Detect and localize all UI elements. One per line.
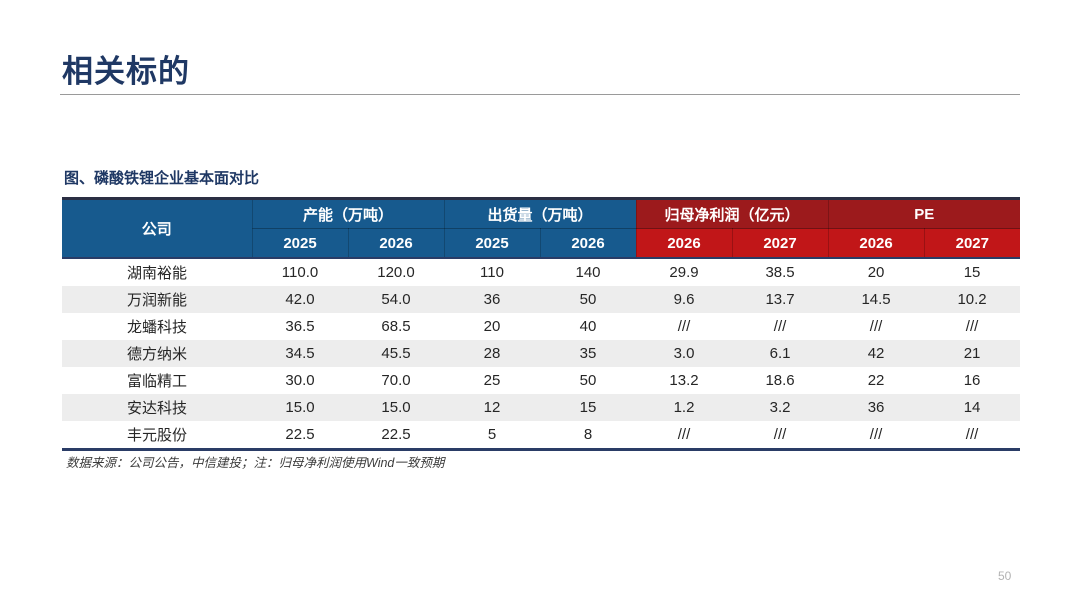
- value-cell: 30.0: [285, 372, 315, 389]
- value-cell: 14: [963, 399, 981, 416]
- column-header-company: 公司: [62, 198, 253, 259]
- value-cell: 28: [483, 345, 501, 362]
- column-header-pe-2026: 2026: [828, 228, 925, 259]
- value-cell: 50: [579, 372, 597, 389]
- column-header-net-profit-2027: 2027: [732, 228, 829, 259]
- value-cell: 42.0: [285, 291, 315, 308]
- value-cell: 10.2: [957, 291, 987, 308]
- value-cell: 45.5: [381, 345, 411, 362]
- value-cell: 18.6: [765, 372, 795, 389]
- value-cell: 3.0: [673, 345, 695, 362]
- value-cell: ///: [869, 426, 883, 443]
- value-cell: 22.5: [285, 426, 315, 443]
- page-title: 相关标的: [62, 54, 190, 89]
- table-caption: 图、磷酸铁锂企业基本面对比: [64, 170, 260, 187]
- table-header-year-row: 2025 2026 2025 2026 2026 2027 2026 2027: [62, 228, 1021, 259]
- value-cell: 3.2: [769, 399, 791, 416]
- value-cell: 42: [867, 345, 885, 362]
- value-cell: 110: [480, 264, 504, 281]
- value-cell: 6.1: [769, 345, 791, 362]
- company-cell: 万润新能: [126, 292, 187, 309]
- group-header-shipments: 出货量（万吨）: [444, 198, 637, 229]
- company-cell: 湖南裕能: [126, 265, 187, 282]
- value-cell: 50: [579, 291, 597, 308]
- group-header-pe: PE: [828, 198, 1021, 229]
- value-cell: 15.0: [381, 399, 411, 416]
- value-cell: ///: [869, 318, 883, 335]
- company-cell: 富临精工: [126, 373, 187, 390]
- company-cell: 丰元股份: [126, 427, 187, 444]
- page-number: 50: [998, 569, 1012, 583]
- value-cell: 5: [487, 426, 497, 443]
- company-cell: 安达科技: [126, 400, 187, 417]
- table-row: 富临精工 30.0 70.0 25 50 13.2 18.6 22 16: [62, 367, 1020, 394]
- value-cell: 12: [483, 399, 501, 416]
- value-cell: 70.0: [381, 372, 411, 389]
- value-cell: 22.5: [381, 426, 411, 443]
- column-header-capacity-2026: 2026: [348, 228, 445, 259]
- value-cell: 1.2: [673, 399, 695, 416]
- value-cell: ///: [773, 318, 787, 335]
- value-cell: 36: [483, 291, 501, 308]
- value-cell: 15: [963, 264, 981, 281]
- value-cell: 40: [579, 318, 597, 335]
- value-cell: 16: [963, 372, 981, 389]
- value-cell: 8: [583, 426, 593, 443]
- value-cell: 9.6: [673, 291, 695, 308]
- value-cell: 15.0: [285, 399, 315, 416]
- company-cell: 龙蟠科技: [126, 319, 187, 336]
- column-header-shipments-2025: 2025: [444, 228, 541, 259]
- table-row: 龙蟠科技 36.5 68.5 20 40 /// /// /// ///: [62, 313, 1020, 340]
- value-cell: 120.0: [377, 264, 415, 281]
- value-cell: ///: [965, 318, 979, 335]
- source-note: 数据来源：公司公告，中信建投；注：归母净利润使用Wind一致预期: [66, 456, 445, 470]
- table-row: 德方纳米 34.5 45.5 28 35 3.0 6.1 42 21: [62, 340, 1021, 367]
- value-cell: ///: [965, 426, 979, 443]
- value-cell: 21: [963, 345, 981, 362]
- value-cell: 20: [867, 264, 885, 281]
- value-cell: ///: [677, 318, 691, 335]
- title-divider: [60, 94, 1020, 95]
- group-header-net-profit: 归母净利润（亿元）: [636, 198, 829, 229]
- value-cell: 15: [579, 399, 597, 416]
- table-row: 湖南裕能 110.0 120.0 110 140 29.9 38.5 20 15: [62, 258, 1020, 286]
- value-cell: 38.5: [765, 264, 795, 281]
- table-body: 湖南裕能 110.0 120.0 110 140 29.9 38.5 20 15 万润新能 42.0…: [62, 258, 1021, 450]
- value-cell: 13.2: [669, 372, 699, 389]
- column-header-pe-2027: 2027: [924, 228, 1021, 259]
- column-header-capacity-2025: 2025: [252, 228, 349, 259]
- value-cell: 35: [579, 345, 597, 362]
- company-comparison-table: 公司 产能（万吨） 出货量（万吨） 归母净利润（亿元） PE 2025 2026…: [62, 197, 1021, 451]
- table-header-group-row: 公司 产能（万吨） 出货量（万吨） 归母净利润（亿元） PE: [62, 198, 1021, 259]
- column-header-net-profit-2026: 2026: [636, 228, 733, 259]
- value-cell: 25: [483, 372, 501, 389]
- value-cell: ///: [773, 426, 787, 443]
- company-cell: 德方纳米: [126, 346, 187, 363]
- table-row: 万润新能 42.0 54.0 36 50 9.6 13.7 14.5 10.2: [62, 286, 1021, 313]
- value-cell: 14.5: [861, 291, 891, 308]
- value-cell: ///: [677, 426, 691, 443]
- value-cell: 36: [867, 399, 885, 416]
- table-header: 公司 产能（万吨） 出货量（万吨） 归母净利润（亿元） PE 2025 2026…: [62, 198, 1021, 259]
- value-cell: 68.5: [381, 318, 411, 335]
- value-cell: 36.5: [285, 318, 315, 335]
- group-header-capacity: 产能（万吨）: [252, 198, 445, 229]
- value-cell: 54.0: [381, 291, 411, 308]
- value-cell: 20: [483, 318, 501, 335]
- table-row: 安达科技 15.0 15.0 12 15 1.2 3.2 36 14: [62, 394, 1021, 421]
- value-cell: 34.5: [285, 345, 315, 362]
- column-header-shipments-2026: 2026: [540, 228, 637, 259]
- value-cell: 140: [575, 264, 601, 281]
- value-cell: 29.9: [669, 264, 699, 281]
- value-cell: 110.0: [281, 264, 319, 281]
- value-cell: 13.7: [765, 291, 795, 308]
- value-cell: 22: [867, 372, 885, 389]
- table-row: 丰元股份 22.5 22.5 5 8 /// /// /// ///: [62, 421, 1020, 450]
